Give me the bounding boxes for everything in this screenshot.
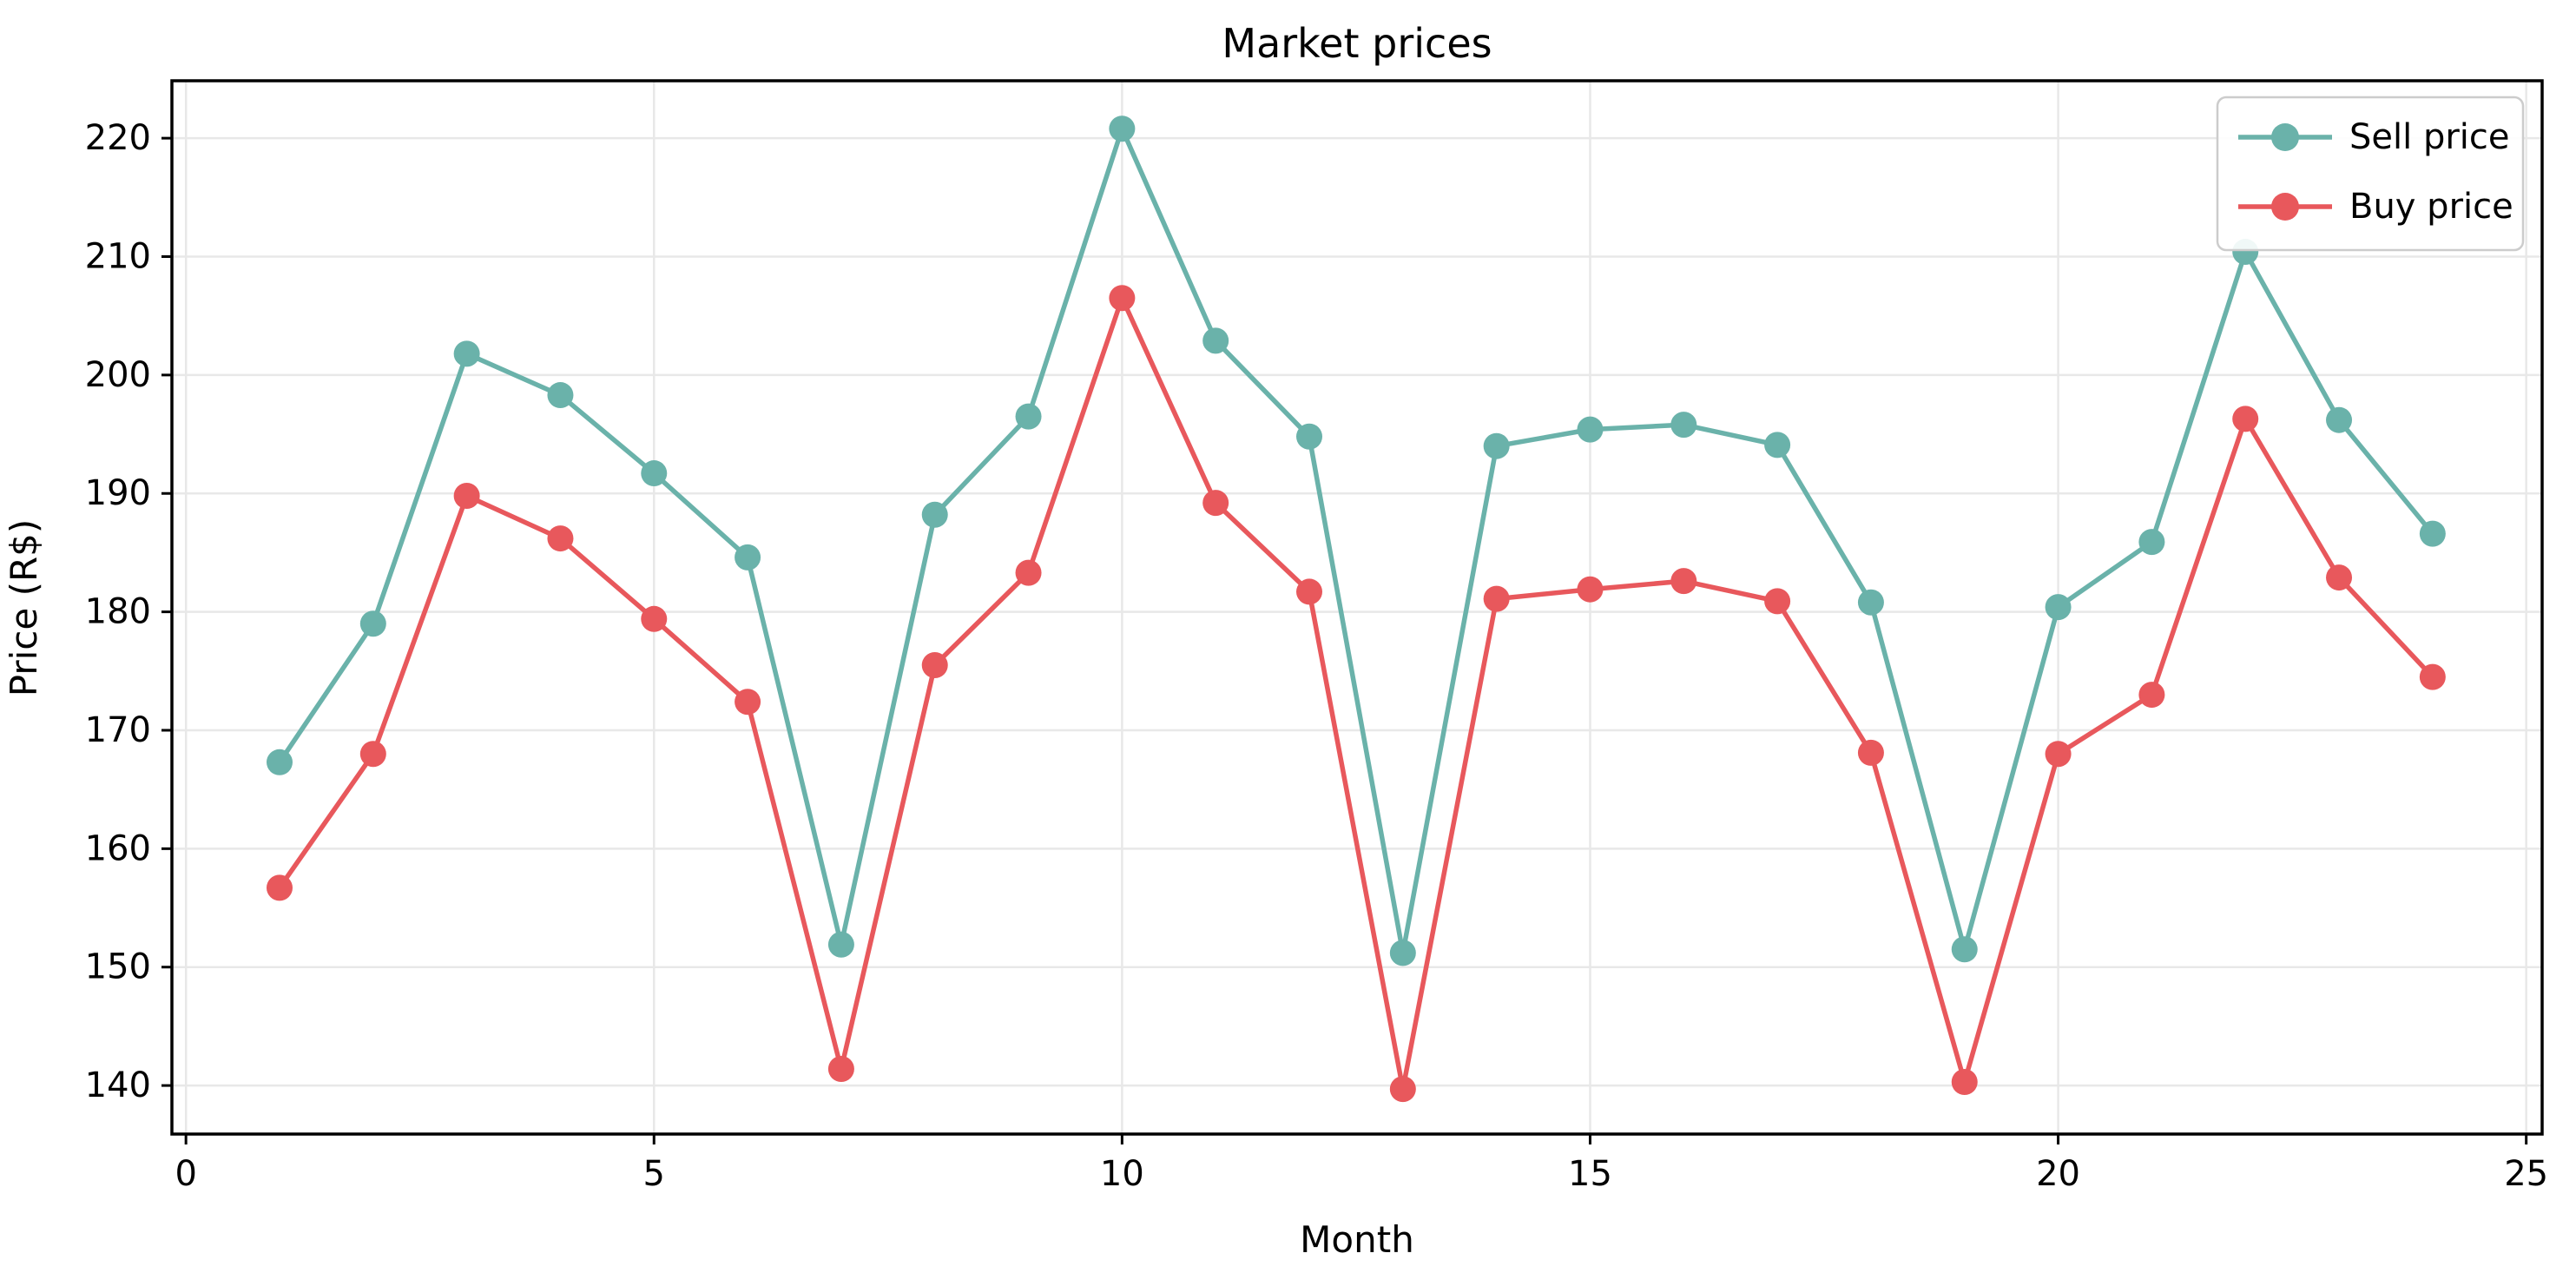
buy-price-marker bbox=[1109, 285, 1136, 312]
buy-price-marker bbox=[266, 874, 293, 901]
sell-price-marker bbox=[1764, 432, 1791, 458]
sell-price-marker bbox=[2419, 520, 2446, 547]
legend-item-buy-price: Buy price bbox=[2238, 187, 2513, 227]
sell-price-marker bbox=[1670, 412, 1697, 439]
y-tick-label: 210 bbox=[85, 237, 151, 277]
sell-price-marker bbox=[641, 460, 668, 487]
sell-price-marker bbox=[1951, 936, 1978, 963]
sell-price-marker bbox=[1109, 115, 1136, 142]
sell-price-marker bbox=[1483, 432, 1510, 459]
x-tick-label: 10 bbox=[1100, 1154, 1144, 1194]
buy-price-marker bbox=[921, 651, 948, 678]
y-tick-label: 200 bbox=[85, 355, 151, 395]
buy-price-marker bbox=[1670, 568, 1697, 595]
sell-price-marker bbox=[547, 382, 574, 409]
buy-price-marker bbox=[453, 482, 480, 509]
sell-price-marker bbox=[921, 501, 948, 528]
sell-price-marker bbox=[266, 749, 293, 775]
sell-price-marker bbox=[827, 931, 854, 958]
y-tick-label: 150 bbox=[85, 947, 151, 987]
buy-price-marker bbox=[827, 1055, 854, 1082]
buy-price-marker bbox=[2232, 406, 2259, 432]
legend-marker-sample bbox=[2271, 123, 2299, 151]
plot-dynamic: 140 150 160 170 180 190 200 210 220 0 5 10 15 20 25 Sel… bbox=[85, 79, 2548, 1194]
sell-price-marker bbox=[1015, 403, 1042, 430]
buy-price-marker bbox=[1202, 490, 1229, 517]
sell-price-marker bbox=[1577, 416, 1604, 443]
buy-price-marker bbox=[547, 525, 574, 552]
x-tick-label: 5 bbox=[643, 1154, 665, 1194]
sell-price-line bbox=[277, 126, 2435, 956]
buy-price-marker bbox=[1577, 576, 1604, 603]
buy-price-marker bbox=[1015, 559, 1042, 586]
x-axis-label: Month bbox=[1300, 1218, 1414, 1261]
y-axis-label: Price (R$) bbox=[3, 519, 45, 696]
buy-price-marker bbox=[641, 605, 668, 632]
sell-price-marker bbox=[735, 544, 761, 571]
sell-price-marker bbox=[2138, 529, 2165, 556]
y-tick-label: 140 bbox=[85, 1065, 151, 1105]
y-tick-label: 160 bbox=[85, 828, 151, 868]
sell-price-marker bbox=[453, 340, 480, 367]
plot-border bbox=[170, 79, 2544, 1136]
y-tick-label: 220 bbox=[85, 118, 151, 158]
legend-label: Buy price bbox=[2349, 187, 2513, 227]
y-tick-label: 170 bbox=[85, 710, 151, 750]
legend-marker-sample bbox=[2271, 193, 2299, 221]
buy-price-line bbox=[277, 295, 2435, 1092]
buy-price-marker bbox=[735, 689, 761, 716]
sell-price-marker bbox=[1857, 589, 1884, 616]
x-tick-label: 0 bbox=[175, 1154, 196, 1194]
buy-price-marker bbox=[2326, 564, 2353, 591]
sell-price-marker bbox=[1202, 327, 1229, 354]
x-tick-label: 25 bbox=[2504, 1154, 2548, 1194]
buy-price-marker bbox=[2045, 741, 2072, 768]
buy-price-marker bbox=[1389, 1076, 1416, 1103]
sell-price-marker bbox=[359, 610, 386, 637]
buy-price-marker bbox=[2138, 682, 2165, 709]
buy-price-marker bbox=[1483, 585, 1510, 612]
x-tick-label: 15 bbox=[1568, 1154, 1612, 1194]
legend-item-sell-price: Sell price bbox=[2238, 117, 2510, 157]
sell-price-marker bbox=[1296, 423, 1323, 450]
legend-label: Sell price bbox=[2349, 117, 2510, 157]
buy-price-marker bbox=[1951, 1068, 1978, 1095]
chart-title: Market prices bbox=[1222, 20, 1492, 67]
sell-price-marker bbox=[2326, 406, 2353, 433]
buy-price-marker bbox=[1296, 578, 1323, 605]
x-tick-label: 20 bbox=[2036, 1154, 2080, 1194]
buy-price-marker bbox=[1857, 739, 1884, 766]
buy-price-marker bbox=[2419, 663, 2446, 690]
buy-price-marker bbox=[359, 741, 386, 768]
y-tick-label: 190 bbox=[85, 473, 151, 513]
buy-price-marker bbox=[1764, 588, 1791, 615]
y-tick-label: 180 bbox=[85, 592, 151, 632]
sell-price-marker bbox=[1389, 940, 1416, 966]
sell-price-marker bbox=[2045, 594, 2072, 621]
